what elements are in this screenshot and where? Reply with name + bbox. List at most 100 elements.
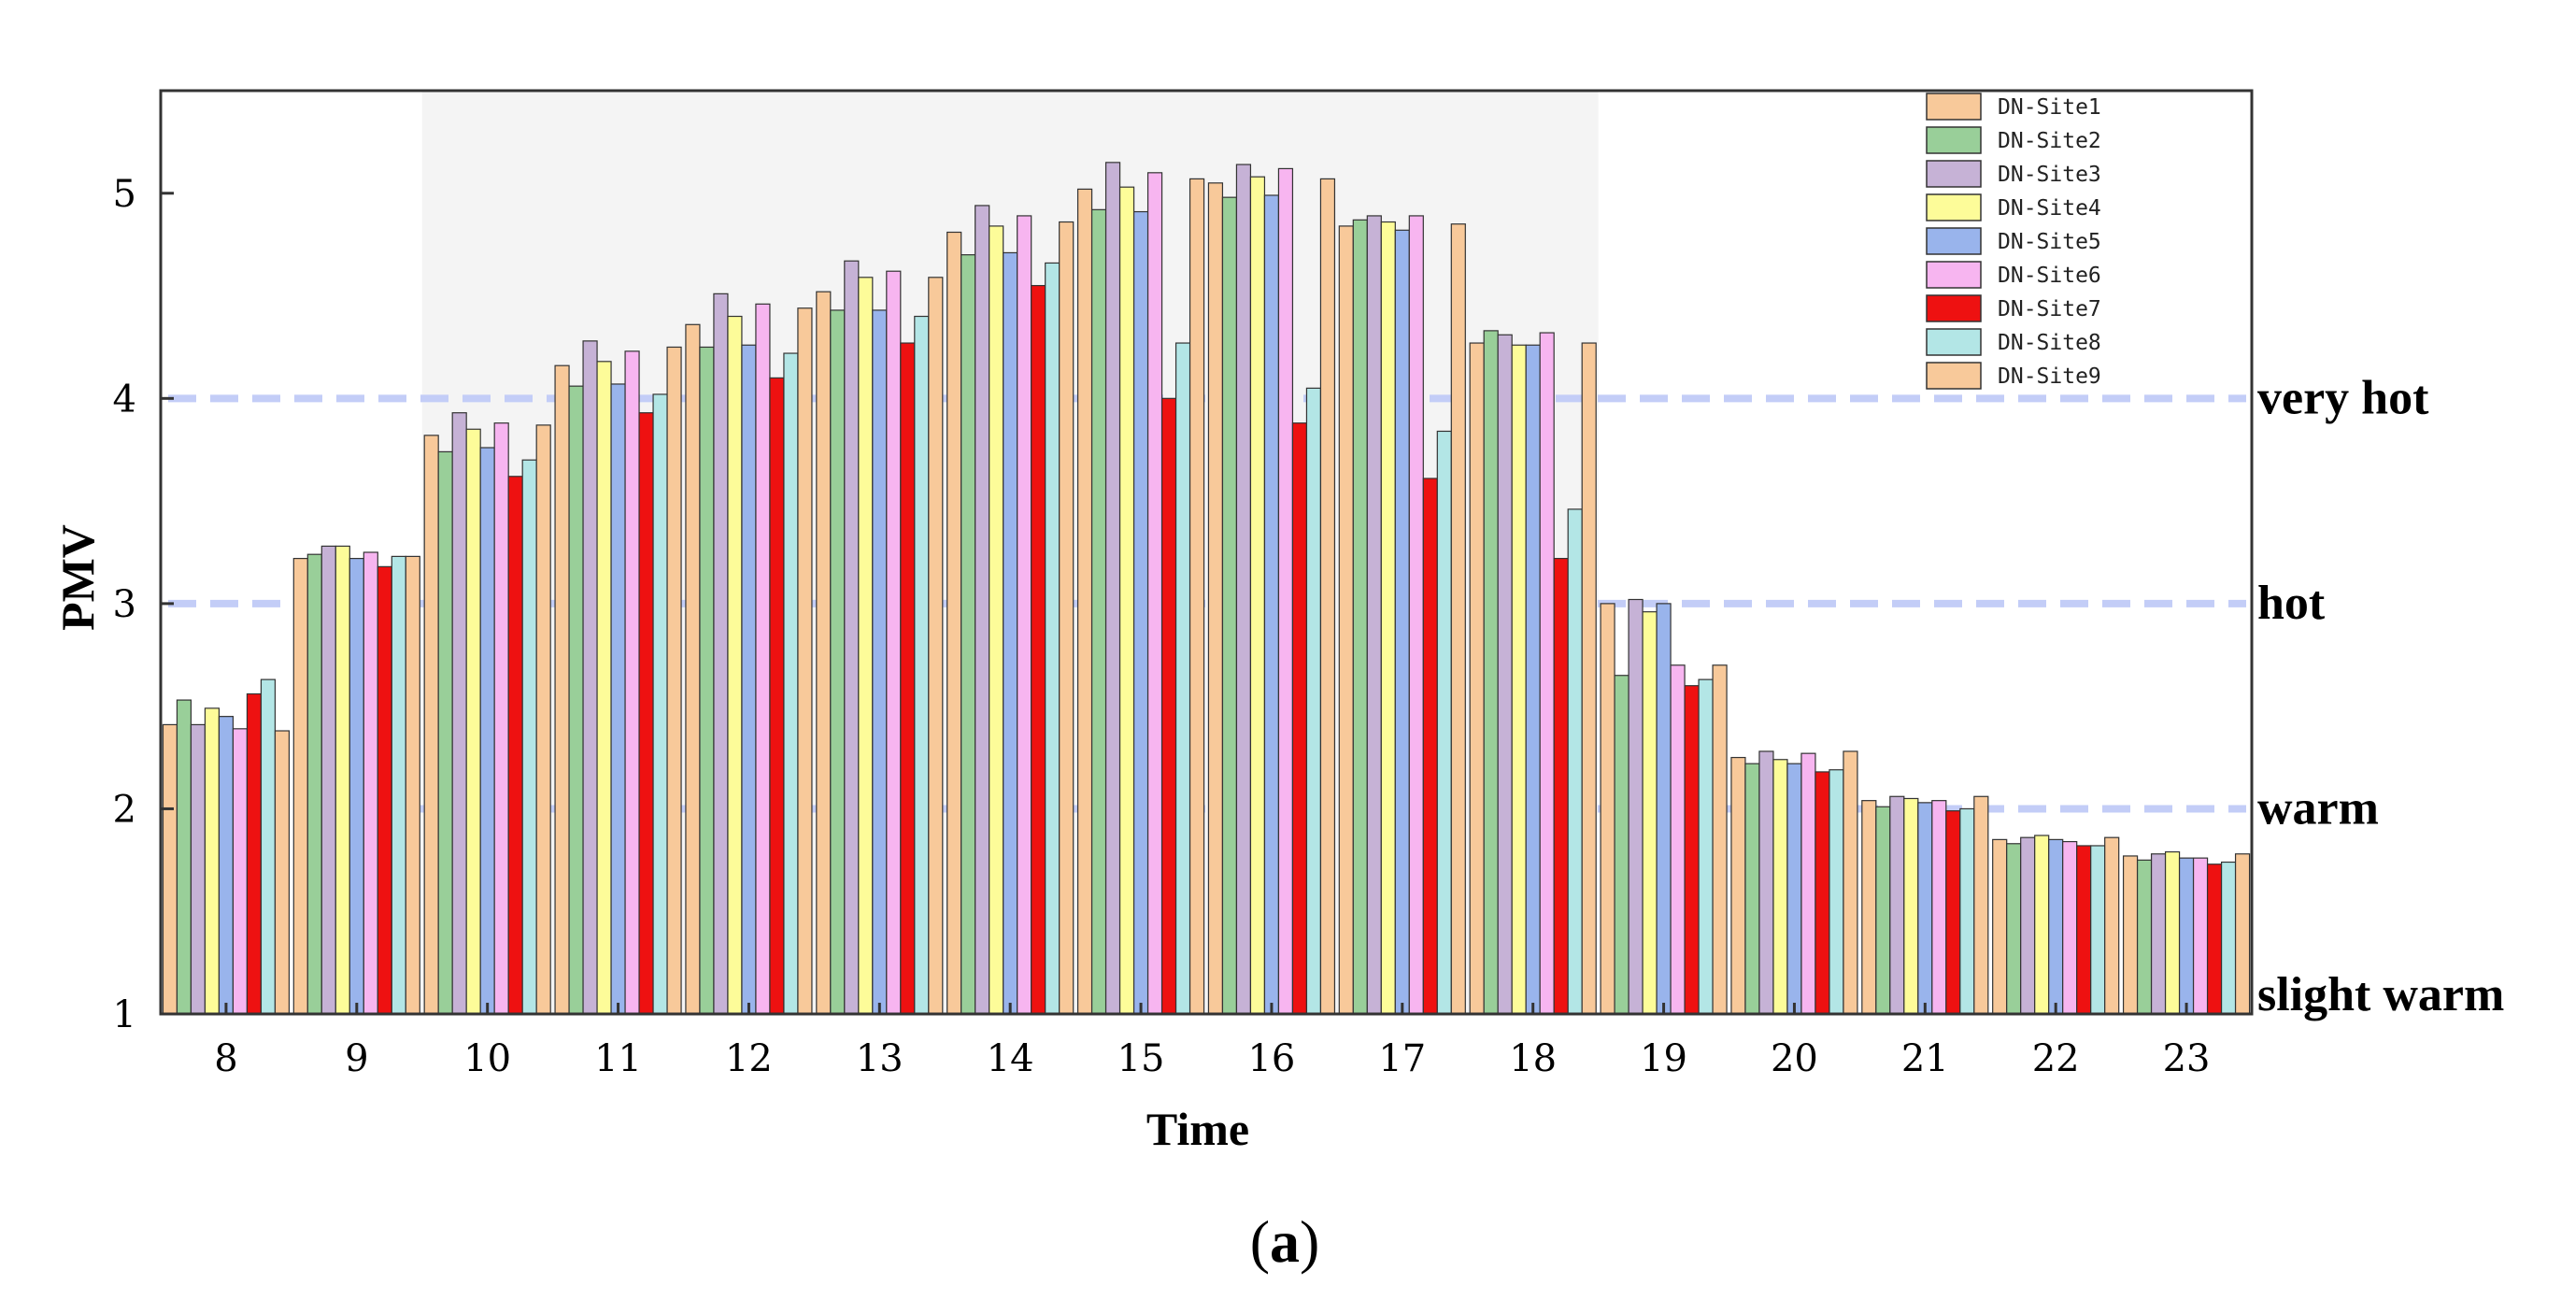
- x-tick-label-12: 20: [1771, 1037, 1818, 1080]
- x-tick-label-15: 23: [2163, 1037, 2211, 1080]
- bar-DN-Site8-8: [260, 678, 277, 1015]
- bar-DN-Site8-10: [521, 459, 537, 1015]
- bar-DN-Site5-9: [349, 557, 364, 1015]
- bar-DN-Site9-8: [274, 730, 291, 1015]
- bar-DN-Site6-15: [1146, 172, 1163, 1015]
- bar-DN-Site8-18: [1567, 508, 1583, 1015]
- zone-label-0: very hot: [2257, 371, 2429, 424]
- bar-DN-Site5-18: [1525, 344, 1541, 1015]
- bar-DN-Site1-12: [685, 323, 701, 1015]
- bar-DN-Site4-23: [2164, 850, 2181, 1015]
- y-axis-title: PMV: [51, 524, 104, 631]
- bar-DN-Site8-17: [1436, 430, 1452, 1015]
- bar-DN-Site9-9: [405, 555, 420, 1015]
- legend-swatch-DN-Site2: [1926, 126, 1982, 154]
- y-tick-label-4: 5: [113, 173, 136, 216]
- bar-DN-Site3-23: [2150, 853, 2167, 1015]
- bar-DN-Site7-22: [2076, 845, 2092, 1015]
- x-tick-label-8: 16: [1247, 1037, 1295, 1080]
- bar-DN-Site2-11: [568, 385, 584, 1015]
- bar-DN-Site3-8: [190, 723, 206, 1015]
- bar-DN-Site4-20: [1772, 759, 1788, 1015]
- bar-DN-Site7-15: [1160, 397, 1177, 1015]
- bar-DN-Site1-20: [1730, 756, 1746, 1015]
- bar-DN-Site4-19: [1642, 611, 1658, 1015]
- bar-DN-Site1-10: [423, 435, 439, 1015]
- bar-DN-Site8-12: [783, 352, 799, 1015]
- bar-DN-Site5-15: [1132, 210, 1149, 1015]
- bar-DN-Site2-8: [176, 699, 192, 1015]
- zone-label-2: warm: [2257, 781, 2379, 835]
- bar-DN-Site2-17: [1352, 219, 1368, 1015]
- bar-DN-Site9-13: [928, 277, 944, 1015]
- bar-DN-Site6-11: [624, 350, 640, 1015]
- bar-DN-Site2-16: [1221, 196, 1238, 1015]
- x-tick-label-1: 9: [345, 1037, 368, 1080]
- bar-DN-Site1-16: [1207, 182, 1224, 1015]
- bar-DN-Site6-8: [232, 728, 249, 1015]
- bar-DN-Site7-19: [1684, 685, 1700, 1015]
- x-tick-label-4: 12: [725, 1037, 773, 1080]
- plot-frame: [159, 89, 2254, 1016]
- bar-DN-Site9-10: [535, 424, 551, 1015]
- bar-DN-Site6-18: [1539, 332, 1555, 1015]
- bar-DN-Site9-23: [2234, 853, 2251, 1015]
- bar-DN-Site3-10: [451, 412, 467, 1015]
- x-tick-label-0: 8: [214, 1037, 237, 1080]
- bar-DN-Site6-10: [493, 422, 509, 1015]
- bar-DN-Site1-18: [1469, 342, 1485, 1015]
- bar-DN-Site1-19: [1600, 603, 1615, 1015]
- bar-DN-Site5-14: [1003, 251, 1018, 1015]
- legend-label-DN-Site1: DN-Site1: [1998, 95, 2101, 120]
- bar-DN-Site7-8: [246, 692, 263, 1015]
- legend-swatch-DN-Site1: [1926, 93, 1982, 121]
- bar-DN-Site4-22: [2034, 835, 2050, 1015]
- bar-DN-Site5-10: [479, 447, 495, 1015]
- x-tick-label-9: 17: [1378, 1037, 1426, 1080]
- bar-DN-Site5-19: [1656, 603, 1672, 1015]
- bar-DN-Site1-9: [292, 557, 308, 1015]
- bar-DN-Site4-15: [1118, 186, 1135, 1015]
- bar-DN-Site5-16: [1263, 194, 1280, 1015]
- bar-DN-Site6-20: [1800, 752, 1816, 1015]
- bar-DN-Site4-13: [858, 277, 874, 1015]
- bar-DN-Site3-11: [582, 340, 598, 1015]
- x-tick-label-5: 13: [856, 1037, 904, 1080]
- legend-label-DN-Site7: DN-Site7: [1998, 297, 2101, 321]
- legend-swatch-DN-Site8: [1926, 328, 1982, 356]
- bar-DN-Site9-18: [1581, 342, 1597, 1015]
- bar-DN-Site2-20: [1744, 763, 1760, 1015]
- bar-DN-Site2-14: [961, 254, 976, 1015]
- bar-DN-Site5-13: [872, 309, 888, 1015]
- bar-DN-Site2-12: [699, 346, 715, 1015]
- bar-DN-Site6-23: [2192, 857, 2209, 1015]
- bar-DN-Site5-11: [610, 383, 626, 1015]
- bar-DN-Site3-22: [2020, 836, 2036, 1015]
- bar-DN-Site2-18: [1483, 330, 1499, 1015]
- bar-DN-Site5-8: [218, 716, 235, 1015]
- x-tick-label-13: 21: [1901, 1037, 1949, 1080]
- legend-swatch-DN-Site3: [1926, 160, 1982, 188]
- bar-DN-Site9-16: [1319, 178, 1336, 1015]
- bar-DN-Site4-21: [1903, 797, 1919, 1015]
- bar-DN-Site6-21: [1931, 800, 1947, 1015]
- legend-label-DN-Site6: DN-Site6: [1998, 264, 2101, 288]
- bar-DN-Site9-14: [1059, 221, 1075, 1015]
- bar-DN-Site8-21: [1959, 807, 1975, 1015]
- bar-DN-Site7-23: [2206, 864, 2223, 1015]
- bar-DN-Site7-21: [1945, 810, 1961, 1015]
- x-axis-title: Time: [1146, 1103, 1249, 1155]
- x-tick-label-10: 18: [1509, 1037, 1557, 1080]
- bar-DN-Site1-13: [816, 291, 832, 1015]
- bar-DN-Site1-14: [946, 231, 962, 1015]
- bar-DN-Site8-23: [2220, 861, 2237, 1015]
- bar-DN-Site4-14: [989, 225, 1004, 1015]
- bar-DN-Site3-13: [844, 260, 860, 1015]
- bar-marks: [162, 162, 2251, 1015]
- comfort-zone-labels: very hot hot warm slight warm: [2257, 371, 2504, 1021]
- x-tick-label-7: 15: [1117, 1037, 1165, 1080]
- bar-DN-Site8-20: [1829, 769, 1844, 1015]
- zone-label-1: hot: [2257, 577, 2326, 630]
- bar-DN-Site3-20: [1758, 750, 1774, 1015]
- bar-DN-Site8-22: [2090, 845, 2106, 1015]
